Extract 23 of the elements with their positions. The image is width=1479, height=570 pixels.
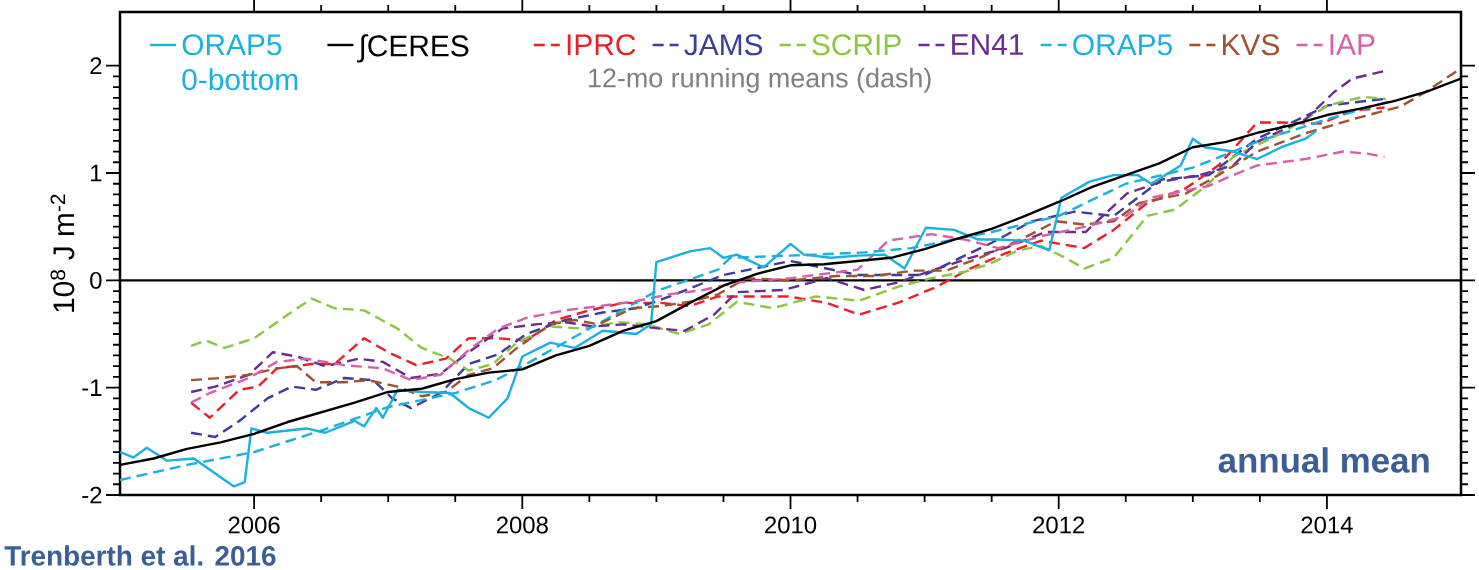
legend-label: IAP: [1330, 34, 1375, 55]
legend-label: EN41: [952, 34, 1023, 55]
annotation: annual mean: [1218, 447, 1429, 473]
x-tick-label: 2008: [496, 516, 548, 534]
y-axis-title: 10$^{8}$ J m$^{-2}$: [50, 194, 75, 312]
text: Trenberth et al. 2016: [4, 545, 276, 566]
x-tick-label: 2010: [765, 516, 817, 534]
legend-label: KVS: [1223, 34, 1279, 56]
x-tick-label: 2014: [1301, 516, 1353, 534]
y-tick-label: 2: [90, 57, 102, 75]
y-tick-label: 0: [90, 271, 102, 289]
x-tick-label: 2006: [228, 516, 280, 534]
legend-label: ORAP5: [1073, 34, 1172, 56]
y-tick-label: 1: [91, 164, 102, 182]
annotation: 12-mo running means (dash): [589, 67, 931, 93]
y-tick-label: -1: [82, 379, 102, 396]
legend-label: ORAP5 0-bottom: [182, 34, 298, 91]
x-tick-label: 2012: [1033, 516, 1085, 534]
legend-label: IPRC: [567, 34, 636, 56]
legend-label: SCRIP: [812, 34, 901, 56]
legend-label: JAMS: [684, 34, 763, 56]
legend-label: ∫CERES: [357, 34, 469, 63]
y-tick-label: -2: [82, 486, 102, 504]
